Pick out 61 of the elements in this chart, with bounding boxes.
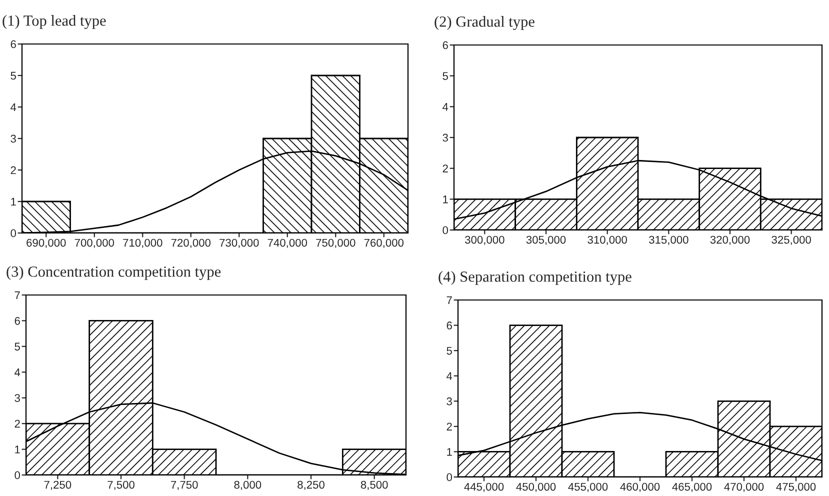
x-tick-label: 455,000 [568, 482, 608, 492]
y-tick-label: 1 [15, 446, 20, 454]
chart-title: (2) Gradual type [434, 16, 534, 30]
y-tick-label: 2 [14, 420, 20, 428]
y-tick-label: 3 [442, 134, 448, 142]
x-tick-label: 325,000 [772, 236, 811, 246]
x-tick-label: 760,000 [364, 238, 404, 248]
x-tick-label: 720,000 [171, 238, 211, 248]
x-tick-label: 700,000 [74, 238, 114, 248]
x-tick-label: 465,000 [672, 482, 712, 492]
x-tick-label: 460,000 [620, 482, 660, 492]
y-tick-label: 0 [10, 229, 16, 238]
x-tick-label: 445,000 [464, 482, 504, 492]
x-tick-label: 475,000 [776, 482, 816, 492]
x-tick-label: 750,000 [316, 238, 356, 248]
x-tick-label: 710,000 [123, 238, 162, 248]
x-tick-label: 450,000 [516, 482, 556, 492]
y-tick-label: 1 [447, 448, 452, 456]
y-tick-label: 6 [14, 316, 20, 325]
y-tick-label: 7 [14, 291, 20, 300]
x-tick-label: 8,250 [298, 480, 324, 490]
y-tick-label: 1 [11, 198, 16, 206]
x-tick-label: 7,500 [108, 480, 134, 490]
x-tick-label: 315,000 [649, 236, 688, 246]
y-tick-label: 2 [442, 164, 448, 172]
y-tick-label: 3 [10, 134, 16, 143]
y-tick-label: 3 [14, 394, 20, 402]
chart-title: (1) Top lead type [2, 15, 106, 29]
y-tick-label: 0 [14, 471, 20, 480]
y-tick-label: 5 [10, 72, 16, 80]
x-tick-label: 740,000 [268, 238, 308, 248]
x-tick-label: 8,500 [360, 480, 388, 490]
y-tick-label: 5 [14, 342, 20, 351]
x-tick-label: 7,750 [171, 480, 198, 490]
x-tick-label: 730,000 [220, 238, 259, 248]
y-tick-label: 3 [446, 397, 452, 406]
x-tick-label: 300,000 [465, 236, 504, 246]
y-tick-label: 6 [446, 322, 452, 330]
x-tick-label: 7,250 [44, 480, 72, 490]
y-tick-label: 4 [10, 103, 16, 112]
x-tick-label: 320,000 [710, 236, 750, 246]
y-tick-label: 1 [443, 196, 448, 204]
chart-title: (4) Separation competition type [438, 271, 632, 285]
y-tick-label: 7 [446, 296, 452, 304]
x-tick-label: 305,000 [526, 236, 566, 246]
y-tick-label: 2 [10, 166, 16, 174]
y-tick-label: 2 [446, 422, 452, 430]
y-tick-label: 0 [442, 226, 448, 234]
x-tick-label: 690,000 [26, 238, 66, 248]
x-tick-label: 310,000 [588, 236, 627, 246]
y-tick-label: 5 [442, 72, 448, 80]
y-tick-label: 0 [446, 473, 452, 482]
x-tick-label: 8,000 [234, 480, 262, 490]
y-tick-label: 5 [446, 346, 452, 355]
y-tick-label: 6 [442, 41, 448, 50]
y-tick-label: 4 [446, 372, 452, 380]
y-tick-label: 4 [442, 103, 448, 111]
chart-title: (3) Concentration competition type [6, 266, 221, 280]
y-tick-label: 6 [10, 40, 16, 48]
x-tick-label: 470,000 [724, 482, 764, 492]
y-tick-label: 4 [14, 368, 20, 376]
